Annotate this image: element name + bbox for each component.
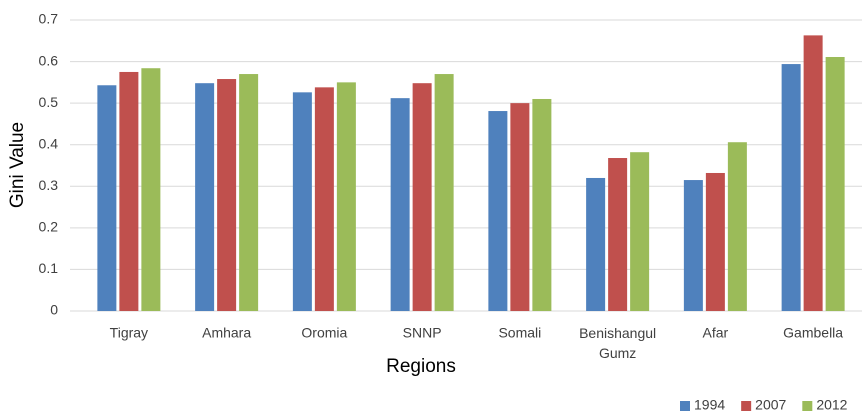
bar (630, 152, 650, 311)
bar (488, 111, 508, 311)
bar (608, 158, 628, 311)
bar (141, 68, 161, 311)
bar (292, 92, 312, 311)
y-tick-label: 0 (50, 302, 58, 318)
y-tick-label: 0.5 (39, 94, 59, 110)
bar (803, 35, 823, 311)
y-tick-label: 0.6 (39, 52, 59, 68)
bar (390, 98, 410, 311)
y-tick-label: 0.1 (39, 260, 59, 276)
bar (532, 98, 552, 311)
legend-label: 1994 (694, 397, 725, 413)
legend-swatch (680, 401, 690, 411)
legend-swatch (802, 401, 813, 411)
x-tick-label: Amhara (202, 325, 251, 341)
bar (727, 142, 747, 311)
bar (314, 87, 334, 312)
x-axis-title: Regions (386, 356, 456, 377)
legend-swatch (741, 401, 752, 411)
x-tick-label: SNNP (403, 325, 442, 341)
bar (683, 180, 703, 311)
y-tick-label: 0.2 (39, 219, 59, 235)
y-axis-title: Gini Value (7, 122, 28, 208)
y-tick-label: 0.4 (39, 135, 59, 151)
bar (705, 172, 725, 311)
x-tick-label: Gambella (783, 325, 843, 341)
bar (825, 56, 845, 312)
y-tick-label: 0.7 (39, 11, 59, 27)
legend-label: 2007 (755, 397, 786, 413)
x-tick-label: Somali (498, 325, 541, 341)
bar (434, 74, 454, 312)
x-tick-label: Tigray (110, 325, 148, 341)
bar (781, 64, 801, 312)
x-tick-label: Afar (703, 325, 729, 341)
bar (239, 74, 259, 312)
bar (510, 103, 530, 312)
y-tick-label: 0.3 (39, 177, 59, 193)
bar (336, 82, 356, 311)
bar (217, 79, 237, 311)
legend-label: 2012 (816, 397, 847, 413)
x-tick-label: Oromia (301, 325, 347, 341)
bar (195, 83, 215, 311)
bar (412, 83, 432, 311)
bar (586, 177, 606, 311)
bar (119, 71, 139, 311)
x-tick-label: Benishangul Gumz (579, 325, 656, 361)
bar (97, 85, 117, 311)
